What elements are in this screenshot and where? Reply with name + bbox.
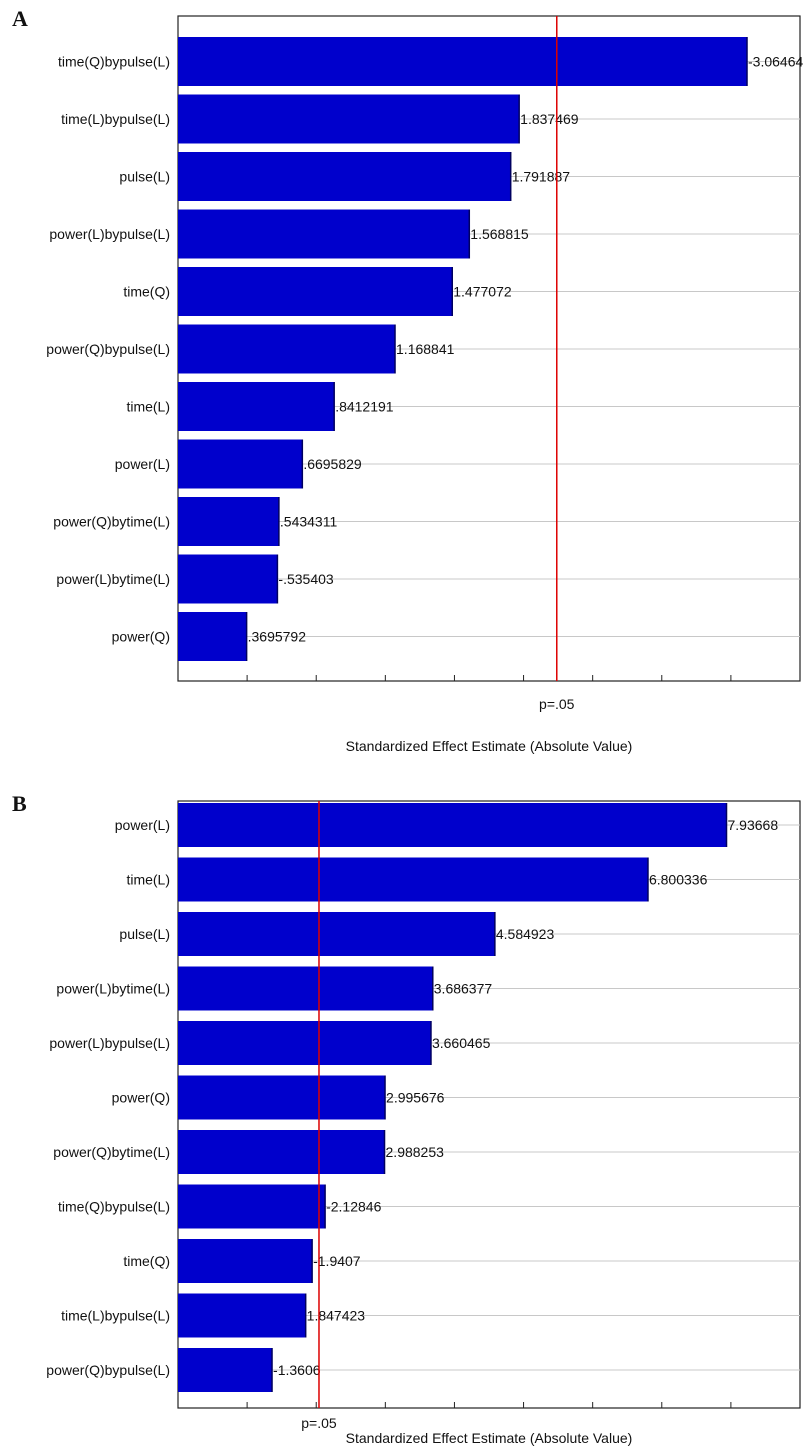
value-label: -2.12846 xyxy=(326,1199,381,1215)
category-label: power(L)bypulse(L) xyxy=(49,1035,170,1051)
x-axis-label: Standardized Effect Estimate (Absolute V… xyxy=(346,738,633,754)
pareto-chart-b: power(L) 7.93668 time(L) 6.800336 pulse(L) 4.… xyxy=(46,800,801,1446)
panel-label-b: B xyxy=(12,791,27,816)
category-label: power(L) xyxy=(115,456,170,472)
value-label: .8412191 xyxy=(335,399,394,415)
bar xyxy=(178,267,453,316)
value-label: 2.988253 xyxy=(386,1144,445,1160)
value-label: -1.9407 xyxy=(313,1253,361,1269)
bar xyxy=(178,37,748,86)
significance-label: p=.05 xyxy=(301,1415,337,1431)
bar xyxy=(178,1075,386,1120)
value-label: 2.995676 xyxy=(386,1090,445,1106)
category-label: power(Q)bytime(L) xyxy=(53,1144,170,1160)
value-label: 1.568815 xyxy=(470,226,529,242)
bar xyxy=(178,497,279,546)
category-label: pulse(L) xyxy=(119,169,170,185)
chart-panel-b: B power(L) 7.93668 time(L) 6.800336 pulse(L)… xyxy=(0,785,804,1450)
bar xyxy=(178,1021,431,1065)
value-label: 6.800336 xyxy=(649,872,708,888)
bar xyxy=(178,966,433,1011)
category-label: power(L)bypulse(L) xyxy=(49,226,170,242)
value-label: 3.660465 xyxy=(432,1035,491,1051)
bar xyxy=(178,1239,313,1283)
category-label: power(L)bytime(L) xyxy=(56,571,170,587)
category-label: time(Q)bypulse(L) xyxy=(58,54,170,70)
bar xyxy=(178,94,520,144)
pareto-chart-a: time(Q)bypulse(L) -3.06464 time(L)bypulse(… xyxy=(46,15,803,754)
chart-panel-a: A time(Q)bypulse(L) -3.06464 time(L)bypuls… xyxy=(12,6,803,754)
bar xyxy=(178,439,303,489)
category-label: power(Q)bypulse(L) xyxy=(46,341,170,357)
bar xyxy=(178,1130,385,1174)
value-label: .5434311 xyxy=(280,514,338,530)
value-label: -1.3606 xyxy=(273,1362,321,1378)
bar xyxy=(178,912,495,956)
category-label: time(L) xyxy=(126,399,170,415)
category-label: time(L)bypulse(L) xyxy=(61,111,170,127)
category-label: power(L) xyxy=(115,817,170,833)
significance-label: p=.05 xyxy=(539,696,575,712)
bar xyxy=(178,382,335,431)
value-label: .3695792 xyxy=(248,629,307,645)
value-label: 7.93668 xyxy=(728,817,779,833)
bar xyxy=(178,1293,306,1338)
value-label: 1.168841 xyxy=(396,341,455,357)
value-label: 4.584923 xyxy=(496,926,555,942)
value-label: .6695829 xyxy=(303,456,362,472)
category-label: power(Q)bypulse(L) xyxy=(46,1362,170,1378)
bar xyxy=(178,152,511,201)
category-label: power(Q) xyxy=(112,629,170,645)
category-label: time(Q) xyxy=(123,284,170,300)
bar xyxy=(178,554,278,604)
value-label: -3.06464 xyxy=(748,54,803,70)
category-label: time(Q) xyxy=(123,1253,170,1269)
bar xyxy=(178,1348,273,1392)
panel-label-a: A xyxy=(12,6,28,31)
bar xyxy=(178,857,648,902)
bar xyxy=(178,803,727,847)
bar xyxy=(178,209,470,259)
value-label: -.535403 xyxy=(278,571,333,587)
category-label: power(Q)bytime(L) xyxy=(53,514,170,530)
bar xyxy=(178,324,396,374)
category-label: time(L) xyxy=(126,872,170,888)
value-label: 1.847423 xyxy=(307,1308,366,1324)
category-label: power(L)bytime(L) xyxy=(56,981,170,997)
value-label: 1.791887 xyxy=(512,169,571,185)
bar xyxy=(178,1184,326,1229)
x-axis-label: Standardized Effect Estimate (Absolute V… xyxy=(346,1430,633,1446)
category-label: time(Q)bypulse(L) xyxy=(58,1199,170,1215)
category-label: pulse(L) xyxy=(119,926,170,942)
value-label: 1.477072 xyxy=(453,284,512,300)
bar xyxy=(178,612,247,661)
category-label: power(Q) xyxy=(112,1090,170,1106)
value-label: 1.837469 xyxy=(520,111,579,127)
value-label: 3.686377 xyxy=(434,981,493,997)
category-label: time(L)bypulse(L) xyxy=(61,1308,170,1324)
